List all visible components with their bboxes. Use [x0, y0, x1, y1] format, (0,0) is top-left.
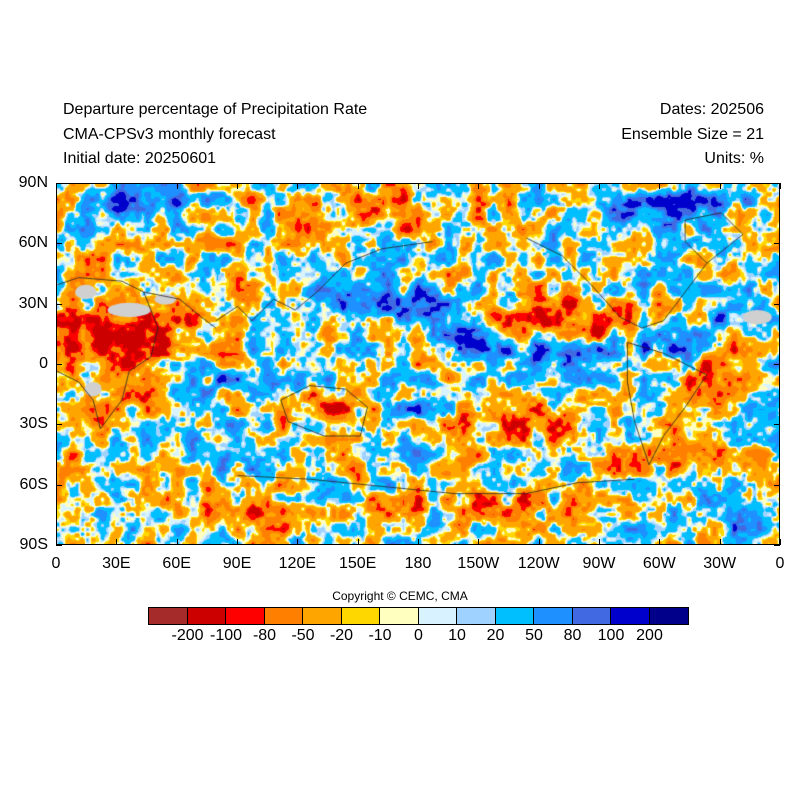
colorbar-swatch	[611, 608, 650, 624]
lon-label: 30E	[102, 555, 131, 572]
colorbar-label: -80	[252, 627, 277, 644]
lat-label: 30N	[18, 294, 48, 312]
lon-label: 30W	[703, 555, 737, 572]
forecast-dates: Dates: 202506	[659, 101, 764, 118]
axis-tick	[56, 183, 62, 184]
lon-label: 150E	[338, 555, 377, 572]
axis-tick	[116, 539, 117, 545]
colorbar-swatch	[418, 608, 457, 624]
axis-tick	[720, 183, 721, 189]
lon-label: 60E	[162, 555, 191, 572]
axis-tick	[358, 539, 359, 545]
colorbar-label: 50	[525, 627, 543, 644]
colorbar-label: 100	[597, 627, 625, 644]
axis-tick	[56, 183, 57, 189]
axis-tick	[418, 183, 419, 189]
axis-tick	[358, 183, 359, 189]
axis-tick	[659, 539, 660, 545]
colorbar-swatch	[226, 608, 265, 624]
axis-tick	[478, 539, 479, 545]
colorbar-label: -200	[171, 627, 204, 644]
axis-tick	[720, 539, 721, 545]
axis-tick	[56, 424, 62, 425]
copyright-notice: Copyright © CEMC, CMA	[332, 589, 468, 603]
colorbar-swatch	[303, 608, 342, 624]
axis-tick	[539, 539, 540, 545]
axis-tick	[478, 183, 479, 189]
colorbar-label: -20	[329, 627, 354, 644]
axis-tick	[56, 539, 57, 545]
colorbar-label: -10	[368, 627, 392, 644]
lat-label: 30S	[19, 415, 48, 433]
lon-label: 150W	[457, 555, 500, 572]
lat-label: 0	[39, 355, 48, 372]
axis-tick	[177, 183, 178, 189]
lon-label: 120E	[278, 555, 317, 572]
axis-tick	[774, 243, 780, 244]
ensemble-size: Ensemble Size = 21	[621, 126, 764, 143]
axis-tick	[659, 183, 660, 189]
axis-tick	[56, 304, 62, 305]
axis-tick	[774, 424, 780, 425]
initial-date: Initial date: 20250601	[63, 150, 217, 167]
colorbar	[148, 607, 689, 625]
colorbar-swatch	[457, 608, 496, 624]
colorbar-label: 200	[636, 627, 663, 644]
axis-tick	[116, 183, 117, 189]
lon-label: 60W	[642, 555, 676, 572]
colorbar-swatch	[572, 608, 611, 624]
lat-label: 60S	[19, 475, 48, 493]
axis-tick	[539, 183, 540, 189]
axis-tick	[56, 485, 62, 486]
lon-label: 90W	[582, 555, 616, 572]
colorbar-swatch	[149, 608, 188, 624]
model-name: CMA-CPSv3 monthly forecast	[63, 126, 276, 143]
colorbar-label: 0	[414, 627, 423, 644]
lon-label: 90E	[222, 555, 252, 572]
lat-label: 60N	[18, 234, 48, 252]
colorbar-swatch	[534, 608, 573, 624]
axis-tick	[418, 539, 419, 545]
colorbar-label: -100	[209, 627, 243, 644]
colorbar-label: 20	[486, 627, 505, 644]
axis-tick	[297, 183, 298, 189]
axis-tick	[774, 364, 780, 365]
colorbar-swatch	[495, 608, 534, 624]
axis-tick	[774, 545, 780, 546]
precipitation-anomaly-map	[56, 183, 780, 545]
axis-tick	[780, 539, 781, 545]
axis-tick	[599, 183, 600, 189]
axis-tick	[297, 539, 298, 545]
axis-tick	[780, 183, 781, 189]
map-title: Departure percentage of Precipitation Ra…	[63, 101, 368, 118]
lat-label: 90S	[19, 536, 48, 553]
axis-tick	[237, 539, 238, 545]
axis-tick	[774, 183, 780, 184]
colorbar-swatch	[341, 608, 380, 624]
axis-tick	[774, 304, 780, 305]
anomaly-field	[57, 184, 779, 544]
lon-label: 120W	[517, 555, 560, 572]
axis-tick	[177, 539, 178, 545]
colorbar-swatch	[187, 608, 226, 624]
axis-tick	[56, 545, 62, 546]
axis-tick	[599, 539, 600, 545]
lon-label: 0	[775, 555, 785, 572]
axis-tick	[237, 183, 238, 189]
units-label: Units: %	[704, 150, 764, 167]
colorbar-swatch	[380, 608, 419, 624]
colorbar-swatch	[264, 608, 303, 624]
lat-label: 90N	[18, 174, 48, 191]
axis-tick	[774, 485, 780, 486]
colorbar-label: -50	[291, 627, 315, 644]
colorbar-label: 10	[448, 627, 466, 644]
lon-label: 0	[51, 555, 61, 572]
lon-label: 180	[404, 555, 432, 572]
colorbar-label: 80	[563, 627, 582, 644]
axis-tick	[56, 364, 62, 365]
colorbar-swatch	[649, 608, 688, 624]
axis-tick	[56, 243, 62, 244]
